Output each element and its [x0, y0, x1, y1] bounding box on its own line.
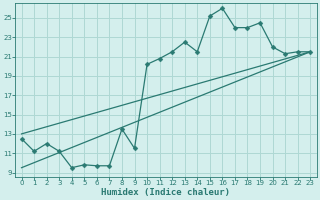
- X-axis label: Humidex (Indice chaleur): Humidex (Indice chaleur): [101, 188, 230, 197]
